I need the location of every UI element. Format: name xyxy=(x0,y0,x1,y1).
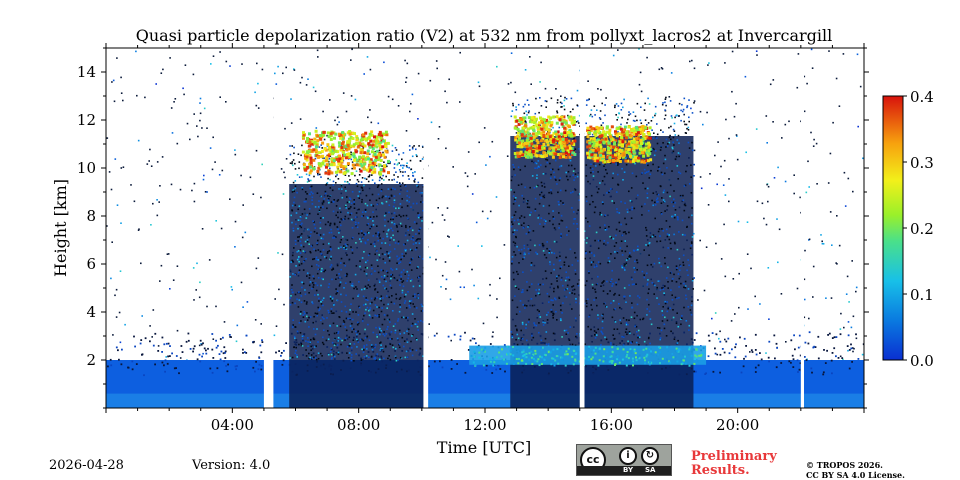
data-gap-3 xyxy=(800,48,804,408)
feature-ice-cloud-3 xyxy=(301,129,390,176)
data-gap-1 xyxy=(423,48,429,408)
x-tick-label: 04:00 xyxy=(211,416,254,434)
plot-area xyxy=(106,48,864,408)
badge-sa-label: SA xyxy=(645,466,656,474)
y-tick-label: 2 xyxy=(86,351,96,369)
y-tick-label: 10 xyxy=(77,159,96,177)
y-axis: 2 4 6 8 10 12 14 xyxy=(77,47,869,409)
y-axis-label: Height [km] xyxy=(51,179,70,277)
colorbar-tick-label: 0.0 xyxy=(910,352,934,370)
colorbar-tick-label: 0.1 xyxy=(910,286,934,304)
x-axis-label: Time [UTC] xyxy=(437,438,531,457)
x-axis: 04:00 08:00 12:00 16:00 20:00 xyxy=(105,43,865,434)
data-gap-2 xyxy=(579,48,585,408)
badge-by-label: BY xyxy=(623,466,634,474)
feature-layer xyxy=(106,96,864,408)
feature-tropospheric-signal-column-1 xyxy=(289,144,427,408)
colorbar-tick-label: 0.3 xyxy=(910,154,934,172)
data-gaps xyxy=(263,48,804,408)
colorbar-tick-label: 0.2 xyxy=(910,220,934,238)
chart-title: Quasi particle depolarization ratio (V2)… xyxy=(136,26,833,45)
colorbar-ticks: 0.0 0.1 0.2 0.3 0.4 xyxy=(903,88,934,370)
x-tick-label: 12:00 xyxy=(463,416,506,434)
feature-ice-cloud-5 xyxy=(586,124,653,164)
data-gap-0 xyxy=(263,48,274,408)
sa-circle-arrow-icon: ↻ xyxy=(641,447,659,465)
x-tick-label: 08:00 xyxy=(337,416,380,434)
feature-ice-cloud-4 xyxy=(513,115,577,159)
y-tick-label: 14 xyxy=(77,63,96,81)
cc-by-sa-badge: cc i ↻ BY SA xyxy=(576,444,672,476)
y-tick-label: 8 xyxy=(86,207,96,225)
footer-version: Version: 4.0 xyxy=(192,458,271,473)
preliminary-line1: Preliminary xyxy=(691,449,777,464)
by-person-icon: i xyxy=(619,447,637,465)
x-tick-label: 20:00 xyxy=(716,416,759,434)
copyright-line2: CC BY SA 4.0 License. xyxy=(806,470,905,480)
y-tick-label: 6 xyxy=(86,255,96,273)
copyright-line1: © TROPOS 2026. xyxy=(806,460,883,470)
y-tick-label: 12 xyxy=(77,111,96,129)
footer-date: 2026-04-28 xyxy=(49,458,124,473)
preliminary-line2: Results. xyxy=(691,463,750,478)
colorbar xyxy=(882,95,904,361)
x-tick-label: 16:00 xyxy=(590,416,633,434)
colorbar-tick-label: 0.4 xyxy=(910,88,934,106)
y-tick-label: 4 xyxy=(86,303,96,321)
feature-elevated-aerosol-layer-6 xyxy=(469,345,707,367)
